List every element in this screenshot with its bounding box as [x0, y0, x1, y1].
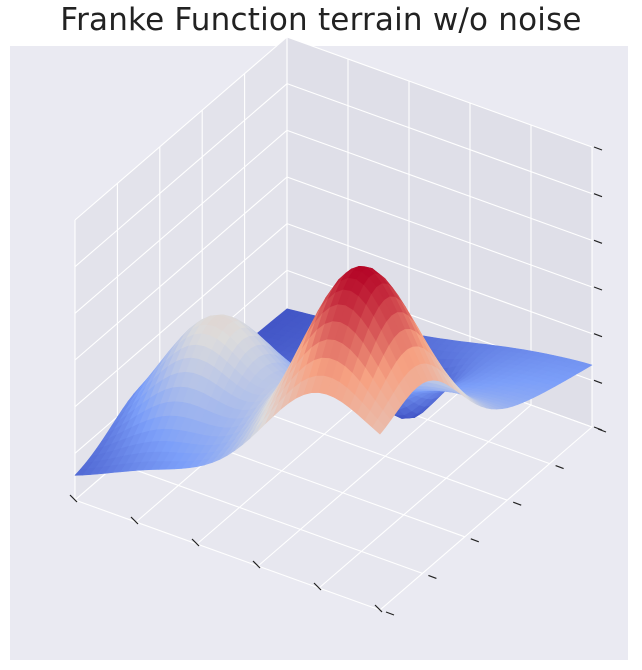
floor-grid-x: [379, 426, 593, 611]
x-tick-mark: [374, 604, 383, 613]
floor-grid-y: [74, 499, 381, 611]
z-tick-mark: [593, 333, 603, 338]
y-tick-mark: [385, 611, 395, 616]
x-tick-mark: [69, 494, 78, 503]
x-tick-mark: [130, 516, 139, 525]
z-tick-mark: [593, 193, 603, 198]
z-tick-mark: [593, 379, 603, 384]
floor-grid-y: [117, 462, 423, 574]
y-tick-mark: [428, 574, 437, 579]
wall-grid-z-left: [74, 83, 288, 268]
y-tick-mark: [555, 465, 564, 470]
wall-grid-z-right: [286, 36, 593, 148]
chart-title: Franke Function terrain w/o noise: [60, 2, 582, 38]
x-tick-mark: [252, 560, 261, 569]
wall-grid-z-left: [74, 223, 288, 408]
z-tick-mark: [593, 146, 603, 151]
wall-grid-z-right: [286, 176, 593, 288]
z-tick-mark: [593, 426, 603, 431]
y-tick-mark: [470, 538, 480, 543]
y-tick-mark: [512, 501, 522, 506]
wall-grid-z-right: [286, 129, 593, 241]
z-tick-mark: [593, 239, 603, 244]
grid-lines: [74, 36, 593, 611]
z-tick-mark: [593, 286, 603, 291]
surface-facet: [372, 419, 386, 435]
floor-grid-x: [318, 404, 532, 589]
wall-grid-z-left: [74, 129, 288, 314]
surface-mesh: [74, 265, 593, 476]
wall-grid-z-right: [286, 83, 593, 195]
x-tick-mark: [191, 538, 200, 547]
x-tick-mark: [313, 582, 322, 591]
axis-ticks: [69, 146, 607, 616]
wall-grid-z-left: [74, 176, 288, 361]
floor-grid-x: [257, 382, 471, 567]
wall-grid-z-left: [74, 36, 288, 221]
wall-grid-z-right: [286, 223, 593, 335]
